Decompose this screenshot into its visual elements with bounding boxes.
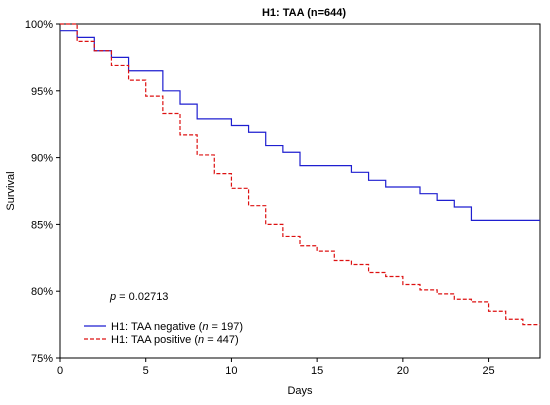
y-tick-label: 90% <box>31 153 53 165</box>
series-line-taa-negative <box>60 30 540 221</box>
legend-label: H1: TAA positive (n = 447) <box>111 334 239 346</box>
series-line-taa-positive <box>60 23 540 326</box>
p-value-symbol: p <box>109 291 116 303</box>
legend-label-suffix: = 447) <box>204 334 239 346</box>
legend-label-n: n <box>202 321 208 333</box>
y-tick-label: 85% <box>31 219 53 231</box>
y-axis: 75% 80% 85% 90% 95% 100% <box>25 19 60 365</box>
y-tick-label: 80% <box>31 286 53 298</box>
p-value-text: = 0.02713 <box>116 291 168 303</box>
y-tick-label: 100% <box>25 19 53 31</box>
chart-title: H1: TAA (n=644) <box>262 7 346 19</box>
x-tick-label: 0 <box>57 365 63 377</box>
plot-frame <box>59 23 541 359</box>
x-tick-label: 20 <box>397 365 409 377</box>
legend: H1: TAA negative (n = 197)H1: TAA positi… <box>84 321 243 346</box>
legend-label-prefix: H1: TAA negative ( <box>111 321 203 333</box>
y-tick-label: 75% <box>31 353 53 365</box>
p-value-annotation: p = 0.02713 <box>109 291 168 303</box>
y-tick-label: 95% <box>31 86 53 98</box>
x-tick-label: 15 <box>311 365 323 377</box>
x-tick-label: 25 <box>482 365 494 377</box>
legend-label-n: n <box>198 334 204 346</box>
y-axis-title: Survival <box>5 171 17 210</box>
x-tick-label: 5 <box>143 365 149 377</box>
legend-label: H1: TAA negative (n = 197) <box>111 321 243 333</box>
x-axis: 0 5 10 15 20 25 <box>57 358 495 377</box>
x-axis-title: Days <box>287 385 313 397</box>
x-tick-label: 10 <box>225 365 237 377</box>
series-layer <box>60 23 540 326</box>
legend-label-suffix: = 197) <box>208 321 243 333</box>
legend-label-prefix: H1: TAA positive ( <box>111 334 198 346</box>
